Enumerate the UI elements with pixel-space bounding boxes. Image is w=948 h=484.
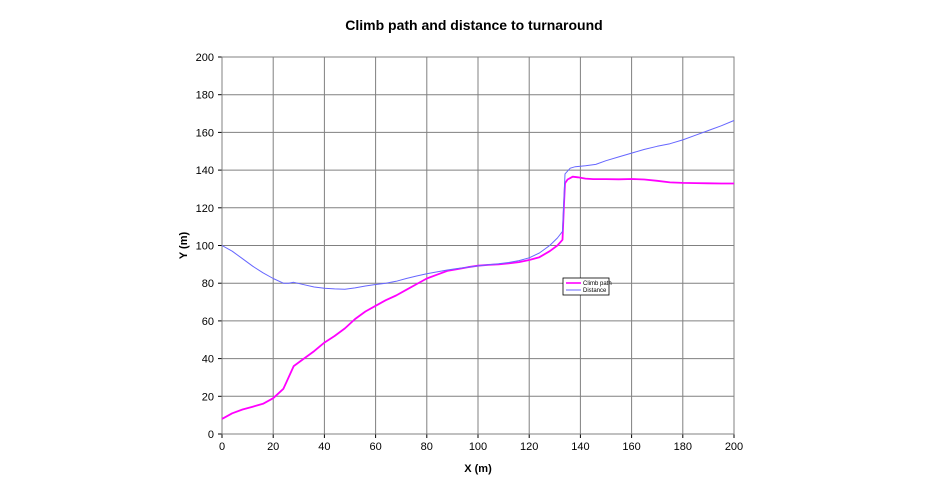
x-tick-label: 60 [369,441,381,453]
legend-label-distance: Distance [583,288,607,294]
y-tick-label: 120 [196,203,214,215]
y-tick-label: 0 [208,429,214,441]
y-tick-label: 200 [196,52,214,64]
y-tick-label: 60 [202,316,214,328]
y-tick-label: 140 [196,165,214,177]
legend-label-climb-path: Climb path [583,281,612,287]
y-tick-label: 40 [202,354,214,366]
x-tick-label: 80 [421,441,433,453]
y-tick-label: 20 [202,391,214,403]
y-tick-label: 80 [202,278,214,290]
y-tick-label: 100 [196,241,214,253]
grid [218,56,735,438]
x-tick-label: 160 [622,441,640,453]
x-tick-label: 140 [571,441,589,453]
x-tick-label: 100 [469,441,487,453]
chart-title: Climb path and distance to turnaround [345,17,602,33]
x-tick-label: 200 [725,441,743,453]
x-tick-label: 180 [674,441,692,453]
x-tick-label: 40 [318,441,330,453]
distance-line [221,120,735,290]
y-tick-label: 160 [196,127,214,139]
tick-labels: 0 20 40 60 80 100 120 140 160 180 200 0 20 40 60 80 100 1… [196,52,744,453]
series-group [221,120,735,420]
y-axis-label: Y (m) [178,232,190,260]
y-tick-label: 180 [196,90,214,102]
x-axis-label: X (m) [464,463,492,475]
legend: Climb path Distance [562,277,612,296]
x-tick-label: 120 [520,441,538,453]
x-tick-label: 20 [267,441,279,453]
x-tick-label: 0 [219,441,225,453]
